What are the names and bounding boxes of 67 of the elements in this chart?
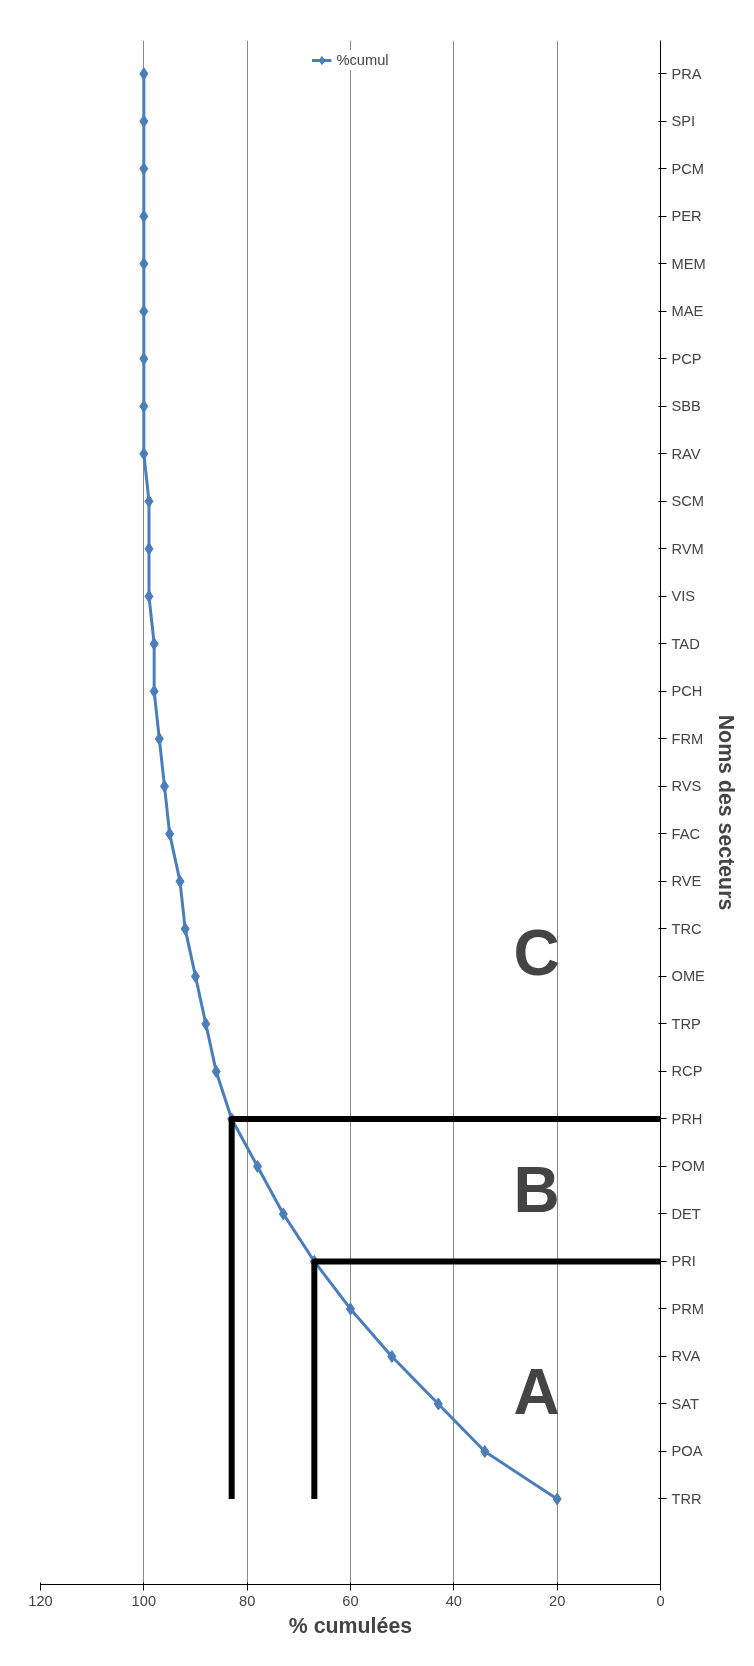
y-tick-label: PCH xyxy=(671,683,703,700)
point xyxy=(149,684,159,698)
point xyxy=(139,114,149,128)
y-tick-label: RVM xyxy=(671,540,704,557)
y-tick-label: FRM xyxy=(671,730,704,747)
point xyxy=(139,257,149,271)
y-tick-label: POA xyxy=(671,1443,703,1460)
y-tick-label: RAV xyxy=(671,445,701,462)
point xyxy=(433,1397,443,1411)
y-tick-label: MAE xyxy=(671,303,704,320)
y-tick-label: FAC xyxy=(671,825,701,842)
x-tick-label: 120 xyxy=(28,1592,53,1609)
point xyxy=(154,732,164,746)
y-tick-label: SCM xyxy=(671,493,705,510)
y-tick-label: PRA xyxy=(671,65,702,82)
point xyxy=(139,162,149,176)
y-tick-label: PER xyxy=(671,208,702,225)
y-tick-label: PRI xyxy=(671,1253,696,1270)
point xyxy=(139,447,149,461)
y-axis-title: Noms des secteurs xyxy=(713,714,738,911)
point xyxy=(144,494,154,508)
y-tick-label: TRC xyxy=(671,920,703,937)
y-tick-label: TRP xyxy=(671,1015,701,1032)
y-tick-label: SAT xyxy=(671,1395,699,1412)
point xyxy=(139,399,149,413)
y-tick-label: SPI xyxy=(671,113,696,130)
y-tick-label: OME xyxy=(671,968,706,985)
point xyxy=(139,304,149,318)
y-tick-label: PCP xyxy=(671,350,702,367)
point xyxy=(139,67,149,81)
x-tick-label: 40 xyxy=(445,1592,462,1609)
point xyxy=(552,1492,562,1506)
legend-label: %cumul xyxy=(336,52,389,68)
point xyxy=(201,1017,211,1031)
y-tick-label: SBB xyxy=(671,398,701,415)
y-tick-label: RVS xyxy=(671,778,702,795)
point xyxy=(165,827,175,841)
y-tick-label: VIS xyxy=(671,588,696,605)
point xyxy=(480,1444,490,1458)
y-tick-label: PCM xyxy=(671,160,705,177)
point xyxy=(180,922,190,936)
annotation: B xyxy=(513,1154,560,1227)
point xyxy=(144,589,154,603)
x-axis-title: % cumulées xyxy=(288,1613,413,1638)
y-tick-label: POM xyxy=(671,1158,705,1175)
point xyxy=(144,542,154,556)
point xyxy=(211,1064,221,1078)
y-tick-label: TRR xyxy=(671,1490,702,1507)
x-tick-label: 60 xyxy=(342,1592,359,1609)
y-tick-label: RVE xyxy=(671,873,702,890)
y-tick-label: DET xyxy=(671,1205,701,1222)
point xyxy=(175,874,185,888)
y-tick-label: RCP xyxy=(671,1063,703,1080)
x-tick-label: 20 xyxy=(549,1592,566,1609)
x-tick-label: 80 xyxy=(239,1592,256,1609)
point xyxy=(149,637,159,651)
y-tick-label: MEM xyxy=(671,255,706,272)
point xyxy=(139,209,149,223)
point xyxy=(387,1349,397,1363)
y-tick-label: TAD xyxy=(671,635,700,652)
point xyxy=(278,1207,288,1221)
x-tick-label: 0 xyxy=(656,1592,665,1609)
y-tick-label: RVA xyxy=(671,1348,701,1365)
point xyxy=(139,352,149,366)
x-tick-label: 100 xyxy=(131,1592,157,1609)
y-tick-label: PRM xyxy=(671,1300,705,1317)
y-tick-label: PRH xyxy=(671,1110,703,1127)
